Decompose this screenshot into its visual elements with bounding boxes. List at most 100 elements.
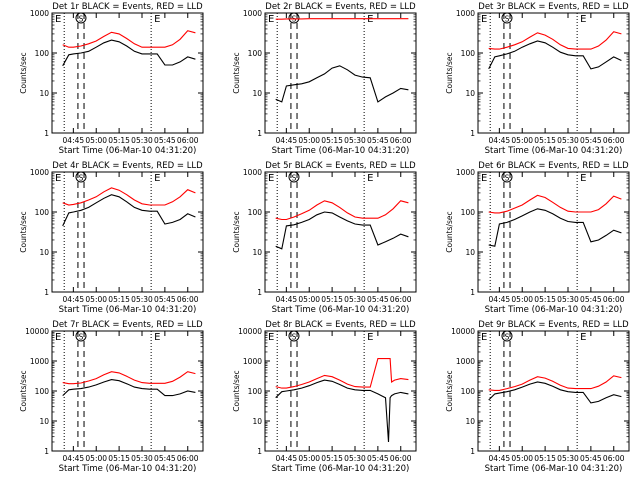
saa-marker: S	[292, 174, 297, 183]
y-tick-label: 100	[461, 387, 476, 396]
events-series-line	[62, 39, 196, 67]
events-series-line	[275, 379, 409, 443]
x-tick-label: 05:30	[131, 136, 153, 145]
y-tick-label: 10	[252, 248, 262, 257]
lld-series-line	[488, 31, 622, 50]
y-axis-title: Counts/sec	[232, 52, 241, 93]
y-tick-label: 10	[39, 417, 49, 426]
saa-marker: S	[79, 174, 84, 183]
lld-series-line	[275, 18, 409, 20]
x-tick-label: 05:30	[557, 136, 579, 145]
x-tick-label: 04:45	[276, 136, 298, 145]
x-axis-title: Start Time (06-Mar-10 04:31:20)	[59, 464, 197, 474]
y-tick-label: 10	[465, 417, 475, 426]
y-tick-label: 1	[470, 447, 475, 456]
y-axis-title: Counts/sec	[232, 211, 241, 252]
events-series-line	[488, 208, 622, 247]
eclipse-marker-right: E	[154, 332, 160, 343]
detector-panel-1: Det 1r BLACK = Events, RED = LLD 1 10 100 10…	[19, 2, 204, 156]
plot-frame	[477, 12, 630, 134]
x-axis-title: Start Time (06-Mar-10 04:31:20)	[485, 305, 623, 315]
saa-marker-circle	[501, 171, 513, 183]
x-tick-label: 04:45	[276, 295, 298, 304]
eclipse-marker-right: E	[580, 332, 586, 343]
plot-frame	[51, 171, 204, 293]
x-tick-label: 05:15	[534, 295, 556, 304]
eclipse-marker-left: E	[268, 173, 274, 184]
saa-marker: S	[79, 15, 84, 24]
lld-series-line	[488, 375, 622, 391]
y-tick-label: 10	[252, 89, 262, 98]
x-tick-label: 05:15	[108, 295, 130, 304]
panel-title: Det 9r BLACK = Events, RED = LLD	[478, 320, 629, 330]
x-tick-label: 05:30	[344, 136, 366, 145]
eclipse-marker-left: E	[268, 332, 274, 343]
y-tick-label: 10	[252, 417, 262, 426]
x-tick-label: 05:45	[367, 454, 389, 463]
eclipse-marker-left: E	[481, 173, 487, 184]
eclipse-marker-right: E	[367, 173, 373, 184]
eclipse-marker-left: E	[268, 14, 274, 25]
events-series-line	[62, 194, 196, 227]
x-tick-label: 06:00	[177, 295, 199, 304]
detector-panel-7: Det 7r BLACK = Events, RED = LLD 1 10 100 10…	[19, 320, 204, 474]
eclipse-marker-right: E	[154, 14, 160, 25]
y-tick-label: 10000	[25, 327, 49, 336]
lld-series-line	[62, 30, 196, 48]
x-tick-label: 05:15	[321, 454, 343, 463]
y-tick-label: 1	[257, 288, 262, 297]
y-tick-label: 100	[248, 208, 263, 217]
x-tick-label: 06:00	[390, 136, 412, 145]
x-axis-title: Start Time (06-Mar-10 04:31:20)	[59, 146, 197, 156]
y-tick-label: 10	[465, 89, 475, 98]
y-tick-label: 1	[470, 129, 475, 138]
panel-title: Det 3r BLACK = Events, RED = LLD	[478, 2, 629, 12]
y-tick-label: 1000	[456, 9, 475, 18]
x-tick-label: 06:00	[177, 454, 199, 463]
plot-frame	[477, 330, 630, 452]
x-tick-label: 04:45	[63, 454, 85, 463]
y-tick-label: 1000	[30, 357, 49, 366]
x-axis-title: Start Time (06-Mar-10 04:31:20)	[59, 305, 197, 315]
plot-frame	[264, 12, 417, 134]
eclipse-marker-left: E	[55, 332, 61, 343]
eclipse-marker-right: E	[367, 14, 373, 25]
x-tick-label: 05:45	[154, 136, 176, 145]
x-tick-label: 04:45	[276, 454, 298, 463]
x-tick-label: 05:15	[108, 136, 130, 145]
y-tick-label: 100	[248, 49, 263, 58]
detector-panel-2: Det 2r BLACK = Events, RED = LLD 1 10 100 10…	[232, 2, 417, 156]
saa-marker-circle	[501, 330, 513, 342]
lld-series-line	[275, 358, 409, 389]
x-tick-label: 05:45	[154, 454, 176, 463]
x-tick-label: 05:00	[511, 454, 533, 463]
y-tick-label: 10000	[238, 327, 262, 336]
y-tick-label: 100	[35, 208, 50, 217]
plot-frame	[264, 171, 417, 293]
y-tick-label: 1	[257, 129, 262, 138]
x-tick-label: 06:00	[177, 136, 199, 145]
y-tick-label: 10	[39, 248, 49, 257]
x-tick-label: 04:45	[489, 136, 511, 145]
y-tick-label: 10	[39, 89, 49, 98]
saa-marker: S	[79, 333, 84, 342]
detector-panel-8: Det 8r BLACK = Events, RED = LLD 1 10 100 10…	[232, 320, 417, 474]
events-series-line	[275, 65, 409, 103]
y-axis-title: Counts/sec	[445, 211, 454, 252]
y-tick-label: 100	[461, 49, 476, 58]
detector-panel-6: Det 6r BLACK = Events, RED = LLD 1 10 100 10…	[445, 161, 630, 315]
x-tick-label: 05:45	[580, 295, 602, 304]
y-tick-label: 1000	[243, 168, 262, 177]
y-tick-label: 100	[248, 387, 263, 396]
plot-frame	[51, 12, 204, 134]
y-tick-label: 1000	[243, 357, 262, 366]
x-axis-title: Start Time (06-Mar-10 04:31:20)	[272, 305, 410, 315]
saa-marker: S	[505, 333, 510, 342]
y-axis-title: Counts/sec	[232, 370, 241, 411]
x-tick-label: 06:00	[603, 454, 625, 463]
x-tick-label: 04:45	[489, 454, 511, 463]
y-tick-label: 1	[44, 447, 49, 456]
x-tick-label: 05:45	[580, 454, 602, 463]
saa-marker-circle	[288, 12, 300, 24]
y-axis-title: Counts/sec	[445, 52, 454, 93]
